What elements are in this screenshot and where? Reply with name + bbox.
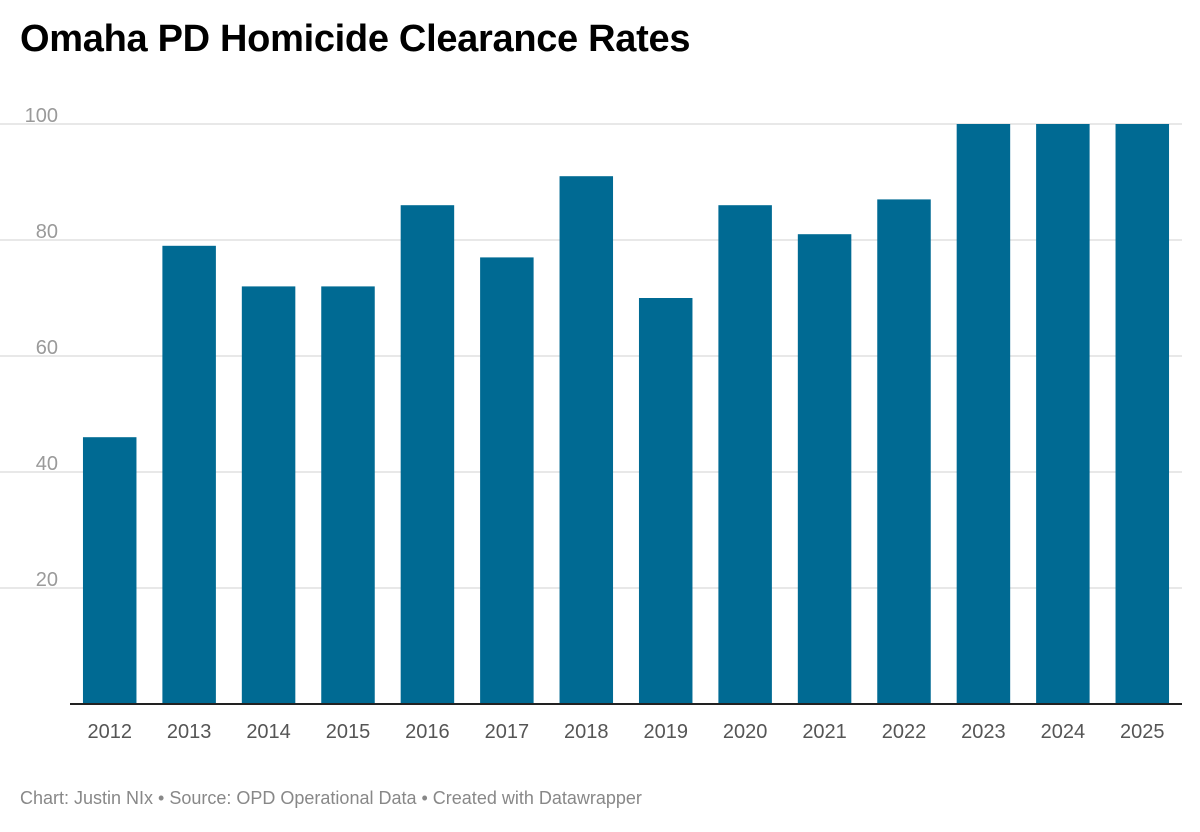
chart-credit: Chart: Justin NIx [20,788,154,808]
x-tick-label: 2024 [1041,721,1086,743]
chart-source: Source: OPD Operational Data [169,788,417,808]
x-tick-label: 2017 [485,721,530,743]
bar [82,437,137,704]
bar [559,176,614,704]
y-tick-label: 40 [36,453,58,475]
bar [321,286,375,704]
y-tick-label: 60 [36,337,58,359]
x-tick-label: 2012 [87,721,132,743]
bar [1036,124,1090,704]
footer-separator: • [421,788,428,808]
bar [1115,124,1170,704]
bar-chart: 20 40 60 80 100 2012 2013 2014 2015 2016 2017 2018… [0,105,1182,743]
bar [718,205,772,704]
x-tick-label: 2015 [326,721,371,743]
x-tick-label: 2018 [564,721,609,743]
x-tick-label: 2019 [643,721,688,743]
bar [162,245,216,705]
created-with-link[interactable]: Created with Datawrapper [432,788,642,808]
bar [241,286,296,704]
x-axis-ticks: 2012 2013 2014 2015 2016 2017 2018 2019 2020 2021… [87,721,1164,743]
bar [480,257,534,704]
y-tick-label: 100 [25,105,58,127]
x-tick-label: 2016 [405,721,450,743]
x-tick-label: 2022 [882,721,927,743]
bar [956,124,1011,704]
x-tick-label: 2013 [167,721,212,743]
bars [82,124,1170,705]
footer-separator: • [158,788,165,808]
y-axis-ticks: 20 40 60 80 100 [25,105,58,591]
y-tick-label: 20 [36,569,58,591]
x-tick-label: 2021 [802,721,847,743]
bar [638,298,693,704]
x-tick-label: 2025 [1120,721,1165,743]
chart-title: Omaha PD Homicide Clearance Rates [20,18,691,60]
bar [877,199,931,704]
bar [797,234,852,704]
x-tick-label: 2023 [961,721,1006,743]
x-tick-label: 2014 [246,721,291,743]
chart-footer: Chart: Justin NIx • Source: OPD Operationa… [20,788,642,809]
y-tick-label: 80 [36,221,58,243]
bar [400,205,455,704]
x-tick-label: 2020 [723,721,768,743]
